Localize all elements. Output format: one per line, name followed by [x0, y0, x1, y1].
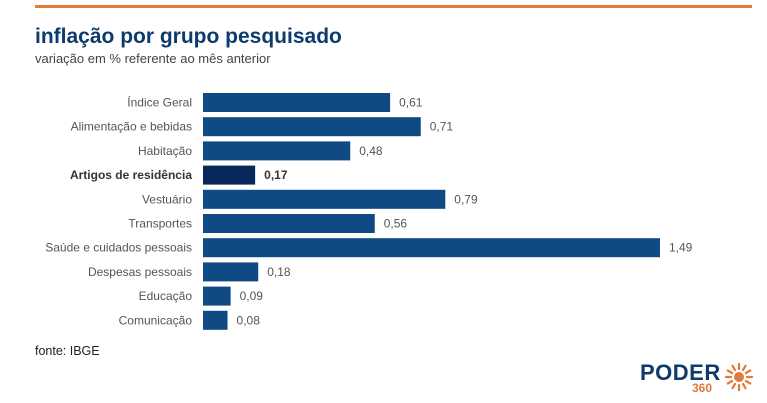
chart-title: inflação por grupo pesquisado [35, 25, 342, 48]
bar [203, 117, 421, 137]
category-label: Vestuário [142, 192, 192, 206]
value-label: 0,17 [264, 168, 288, 182]
logo-wordmark: PODER [640, 360, 721, 385]
category-label: Habitação [138, 144, 192, 158]
category-label: Índice Geral [127, 95, 192, 110]
top-rule [35, 5, 752, 8]
bar [203, 93, 391, 112]
logo-number: 360 [692, 381, 713, 395]
value-label: 0,56 [384, 217, 408, 231]
bar [203, 189, 446, 209]
category-label: Transportes [128, 217, 192, 231]
value-label: 0,71 [430, 120, 454, 134]
bar [203, 286, 231, 306]
category-label: Alimentação e bebidas [71, 120, 192, 134]
value-label: 0,61 [399, 96, 423, 110]
category-label: Saúde e cuidados pessoais [45, 241, 192, 255]
bar [203, 214, 375, 233]
value-label: 0,08 [237, 313, 261, 327]
category-label: Despesas pessoais [88, 265, 192, 279]
category-label: Comunicação [119, 313, 193, 327]
bar [203, 310, 228, 330]
poder360-logo: PODER 360 [640, 360, 755, 396]
bar [203, 141, 351, 161]
category-label: Educação [139, 289, 193, 303]
chart-subtitle: variação em % referente ao mês anterior [35, 51, 271, 66]
sun-icon [724, 362, 754, 392]
value-label: 0,79 [454, 192, 478, 206]
bar [203, 262, 259, 282]
value-label: 1,49 [669, 241, 693, 255]
bar [203, 238, 660, 258]
value-label: 0,48 [359, 144, 383, 158]
bar-chart: Índice Geral 0,61 Alimentação e bebidas 0,7… [45, 93, 693, 330]
source-note: fonte: IBGE [35, 344, 100, 358]
bar [203, 165, 256, 185]
category-label: Artigos de residência [70, 168, 192, 182]
value-label: 0,09 [240, 289, 264, 303]
value-label: 0,18 [267, 265, 291, 279]
